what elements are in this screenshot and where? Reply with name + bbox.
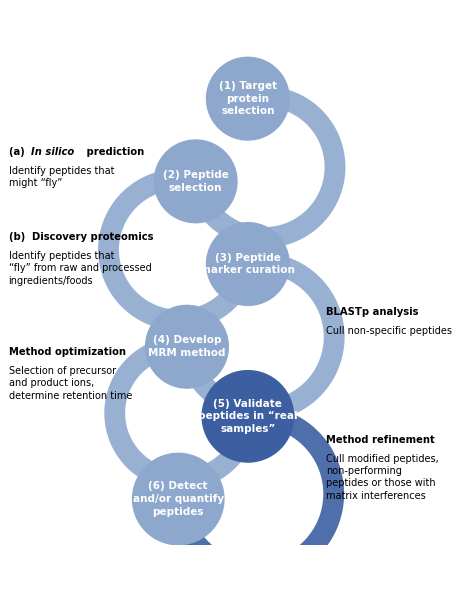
Text: BLASTp analysis: BLASTp analysis [326, 307, 419, 317]
Text: In silico: In silico [31, 147, 74, 157]
Circle shape [207, 223, 289, 305]
Circle shape [155, 140, 237, 223]
Circle shape [207, 57, 289, 140]
Text: Method refinement: Method refinement [326, 435, 435, 445]
Circle shape [146, 305, 228, 388]
Text: Method optimization: Method optimization [9, 347, 126, 357]
Text: (b): (b) [9, 232, 28, 242]
Circle shape [133, 454, 224, 545]
Text: (5) Validate
peptides in “real
samples”: (5) Validate peptides in “real samples” [198, 399, 298, 434]
Text: Identify peptides that
might “fly”: Identify peptides that might “fly” [9, 166, 114, 188]
Text: (a): (a) [9, 147, 28, 157]
Text: Cull non-specific peptides: Cull non-specific peptides [326, 326, 452, 336]
Text: (1) Target
protein
selection: (1) Target protein selection [219, 81, 277, 117]
Text: Cull modified peptides,
non-performing
peptides or those with
matrix interferenc: Cull modified peptides, non-performing p… [326, 454, 439, 501]
Text: (6) Detect
and/or quantify
peptides: (6) Detect and/or quantify peptides [133, 481, 224, 517]
Text: Discovery proteomics: Discovery proteomics [32, 232, 154, 242]
Text: (2) Peptide
selection: (2) Peptide selection [163, 170, 228, 193]
Text: Selection of precursor
and product ions,
determine retention time: Selection of precursor and product ions,… [9, 366, 132, 401]
Text: Identify peptides that
“fly” from raw and processed
ingredients/foods: Identify peptides that “fly” from raw an… [9, 251, 151, 286]
Circle shape [202, 370, 293, 462]
Text: prediction: prediction [82, 147, 144, 157]
Text: (3) Peptide
marker curation: (3) Peptide marker curation [201, 253, 295, 276]
Text: (4) Develop
MRM method: (4) Develop MRM method [148, 335, 226, 358]
